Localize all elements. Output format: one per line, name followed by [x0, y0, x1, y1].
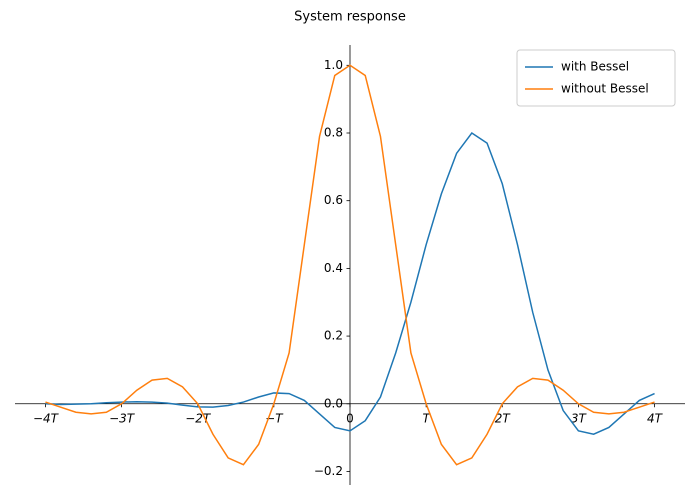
legend-box	[516, 49, 676, 107]
legend-label: without Bessel	[561, 82, 649, 96]
x-tick-label: 0	[346, 411, 354, 425]
x-tick-label: T	[422, 411, 431, 425]
legend: with Bessel without Bessel	[516, 49, 676, 107]
y-tick-label: 1.0	[324, 58, 343, 72]
y-tick-label: 0.2	[324, 329, 343, 343]
series-line	[45, 64, 655, 466]
x-tick-label: 2T	[495, 411, 512, 425]
legend-label: with Bessel	[561, 60, 629, 74]
chart-title: System response	[294, 10, 406, 25]
y-tick-label: 0.6	[324, 193, 343, 207]
y-tick-label: 0.8	[324, 126, 343, 140]
y-tick-label: 0.4	[324, 261, 343, 275]
x-tick-label: 3T	[571, 411, 588, 425]
x-tick-label: 4T	[647, 411, 664, 425]
y-tick-label: 0.0	[324, 396, 343, 410]
x-tick-label: −2T	[185, 411, 212, 425]
y-tick-label: −0.2	[314, 464, 343, 478]
x-tick-label: −3T	[109, 411, 136, 425]
x-tick-label: −4T	[33, 411, 60, 425]
